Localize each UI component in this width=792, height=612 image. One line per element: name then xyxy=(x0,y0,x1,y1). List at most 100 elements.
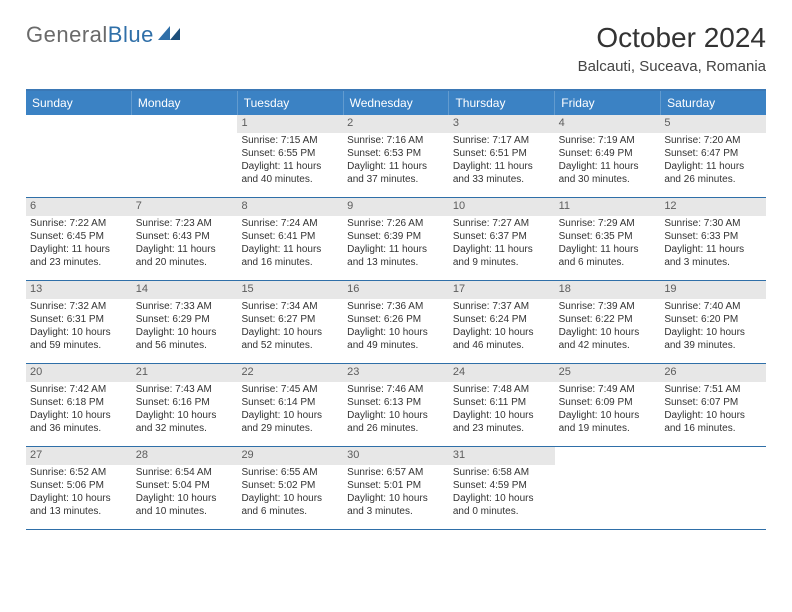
day-number: 7 xyxy=(132,198,238,216)
daylight1-text: Daylight: 10 hours xyxy=(347,410,445,423)
daylight2-text: and 13 minutes. xyxy=(30,506,128,519)
daylight1-text: Daylight: 10 hours xyxy=(136,493,234,506)
day-number: 8 xyxy=(237,198,343,216)
sunset-text: Sunset: 6:31 PM xyxy=(30,314,128,327)
daylight1-text: Daylight: 10 hours xyxy=(241,327,339,340)
sunset-text: Sunset: 4:59 PM xyxy=(453,480,551,493)
day-details: Sunrise: 7:24 AMSunset: 6:41 PMDaylight:… xyxy=(237,216,343,272)
logo-text-1: General xyxy=(26,22,108,48)
sunrise-text: Sunrise: 6:57 AM xyxy=(347,467,445,480)
sunrise-text: Sunrise: 7:46 AM xyxy=(347,384,445,397)
day-details: Sunrise: 7:37 AMSunset: 6:24 PMDaylight:… xyxy=(449,299,555,355)
sunrise-text: Sunrise: 6:58 AM xyxy=(453,467,551,480)
sunrise-text: Sunrise: 6:55 AM xyxy=(241,467,339,480)
daylight2-text: and 16 minutes. xyxy=(664,423,762,436)
daylight1-text: Daylight: 11 hours xyxy=(241,161,339,174)
day-cell: 1Sunrise: 7:15 AMSunset: 6:55 PMDaylight… xyxy=(237,115,343,197)
sunrise-text: Sunrise: 7:45 AM xyxy=(241,384,339,397)
day-cell: 12Sunrise: 7:30 AMSunset: 6:33 PMDayligh… xyxy=(660,198,766,280)
day-cell: 19Sunrise: 7:40 AMSunset: 6:20 PMDayligh… xyxy=(660,281,766,363)
sunset-text: Sunset: 6:20 PM xyxy=(664,314,762,327)
sunset-text: Sunset: 6:16 PM xyxy=(136,397,234,410)
day-cell: 22Sunrise: 7:45 AMSunset: 6:14 PMDayligh… xyxy=(237,364,343,446)
sunrise-text: Sunrise: 7:19 AM xyxy=(559,135,657,148)
sunrise-text: Sunrise: 7:24 AM xyxy=(241,218,339,231)
daylight2-text: and 23 minutes. xyxy=(453,423,551,436)
daylight1-text: Daylight: 11 hours xyxy=(559,161,657,174)
day-number: 26 xyxy=(660,364,766,382)
sunrise-text: Sunrise: 7:16 AM xyxy=(347,135,445,148)
logo-mark-icon xyxy=(158,22,184,48)
day-cell: 17Sunrise: 7:37 AMSunset: 6:24 PMDayligh… xyxy=(449,281,555,363)
sunset-text: Sunset: 5:02 PM xyxy=(241,480,339,493)
sunrise-text: Sunrise: 6:52 AM xyxy=(30,467,128,480)
week-row: 1Sunrise: 7:15 AMSunset: 6:55 PMDaylight… xyxy=(26,115,766,198)
day-cell xyxy=(660,447,766,529)
day-of-week-label: Saturday xyxy=(661,91,766,115)
day-cell: 14Sunrise: 7:33 AMSunset: 6:29 PMDayligh… xyxy=(132,281,238,363)
sunrise-text: Sunrise: 7:26 AM xyxy=(347,218,445,231)
daylight2-text: and 0 minutes. xyxy=(453,506,551,519)
day-number: 19 xyxy=(660,281,766,299)
week-row: 27Sunrise: 6:52 AMSunset: 5:06 PMDayligh… xyxy=(26,447,766,530)
day-details: Sunrise: 6:58 AMSunset: 4:59 PMDaylight:… xyxy=(449,465,555,521)
sunset-text: Sunset: 5:01 PM xyxy=(347,480,445,493)
day-cell xyxy=(26,115,132,197)
day-details: Sunrise: 7:27 AMSunset: 6:37 PMDaylight:… xyxy=(449,216,555,272)
daylight2-text: and 46 minutes. xyxy=(453,340,551,353)
day-number: 9 xyxy=(343,198,449,216)
daylight1-text: Daylight: 10 hours xyxy=(347,493,445,506)
sunrise-text: Sunrise: 7:22 AM xyxy=(30,218,128,231)
day-details: Sunrise: 7:46 AMSunset: 6:13 PMDaylight:… xyxy=(343,382,449,438)
sunset-text: Sunset: 6:07 PM xyxy=(664,397,762,410)
daylight1-text: Daylight: 10 hours xyxy=(30,327,128,340)
day-cell: 10Sunrise: 7:27 AMSunset: 6:37 PMDayligh… xyxy=(449,198,555,280)
day-number: 2 xyxy=(343,115,449,133)
day-number: 14 xyxy=(132,281,238,299)
day-cell xyxy=(132,115,238,197)
daylight1-text: Daylight: 10 hours xyxy=(30,493,128,506)
day-details: Sunrise: 7:42 AMSunset: 6:18 PMDaylight:… xyxy=(26,382,132,438)
day-number: 15 xyxy=(237,281,343,299)
daylight1-text: Daylight: 10 hours xyxy=(30,410,128,423)
day-details: Sunrise: 7:19 AMSunset: 6:49 PMDaylight:… xyxy=(555,133,661,189)
day-cell: 21Sunrise: 7:43 AMSunset: 6:16 PMDayligh… xyxy=(132,364,238,446)
day-number: 12 xyxy=(660,198,766,216)
sunset-text: Sunset: 6:29 PM xyxy=(136,314,234,327)
sunset-text: Sunset: 6:27 PM xyxy=(241,314,339,327)
calendar-grid: SundayMondayTuesdayWednesdayThursdayFrid… xyxy=(26,89,766,530)
day-details: Sunrise: 7:33 AMSunset: 6:29 PMDaylight:… xyxy=(132,299,238,355)
day-number: 30 xyxy=(343,447,449,465)
day-cell: 30Sunrise: 6:57 AMSunset: 5:01 PMDayligh… xyxy=(343,447,449,529)
day-number: 31 xyxy=(449,447,555,465)
day-of-week-label: Wednesday xyxy=(344,91,450,115)
daylight2-text: and 13 minutes. xyxy=(347,257,445,270)
daylight2-text: and 19 minutes. xyxy=(559,423,657,436)
daylight2-text: and 6 minutes. xyxy=(559,257,657,270)
sunset-text: Sunset: 6:53 PM xyxy=(347,148,445,161)
sunrise-text: Sunrise: 7:51 AM xyxy=(664,384,762,397)
sunrise-text: Sunrise: 7:36 AM xyxy=(347,301,445,314)
day-cell: 28Sunrise: 6:54 AMSunset: 5:04 PMDayligh… xyxy=(132,447,238,529)
sunset-text: Sunset: 6:55 PM xyxy=(241,148,339,161)
daylight2-text: and 56 minutes. xyxy=(136,340,234,353)
day-details: Sunrise: 7:51 AMSunset: 6:07 PMDaylight:… xyxy=(660,382,766,438)
day-details: Sunrise: 7:29 AMSunset: 6:35 PMDaylight:… xyxy=(555,216,661,272)
day-details: Sunrise: 6:57 AMSunset: 5:01 PMDaylight:… xyxy=(343,465,449,521)
week-row: 20Sunrise: 7:42 AMSunset: 6:18 PMDayligh… xyxy=(26,364,766,447)
sunrise-text: Sunrise: 7:29 AM xyxy=(559,218,657,231)
daylight1-text: Daylight: 10 hours xyxy=(559,327,657,340)
daylight1-text: Daylight: 10 hours xyxy=(453,493,551,506)
month-title: October 2024 xyxy=(578,22,766,54)
day-details: Sunrise: 7:36 AMSunset: 6:26 PMDaylight:… xyxy=(343,299,449,355)
title-block: October 2024 Balcauti, Suceava, Romania xyxy=(578,22,766,75)
sunrise-text: Sunrise: 7:37 AM xyxy=(453,301,551,314)
day-cell xyxy=(555,447,661,529)
day-cell: 13Sunrise: 7:32 AMSunset: 6:31 PMDayligh… xyxy=(26,281,132,363)
daylight2-text: and 49 minutes. xyxy=(347,340,445,353)
daylight2-text: and 3 minutes. xyxy=(664,257,762,270)
sunset-text: Sunset: 6:13 PM xyxy=(347,397,445,410)
sunrise-text: Sunrise: 7:49 AM xyxy=(559,384,657,397)
daylight1-text: Daylight: 11 hours xyxy=(453,244,551,257)
daylight1-text: Daylight: 11 hours xyxy=(30,244,128,257)
